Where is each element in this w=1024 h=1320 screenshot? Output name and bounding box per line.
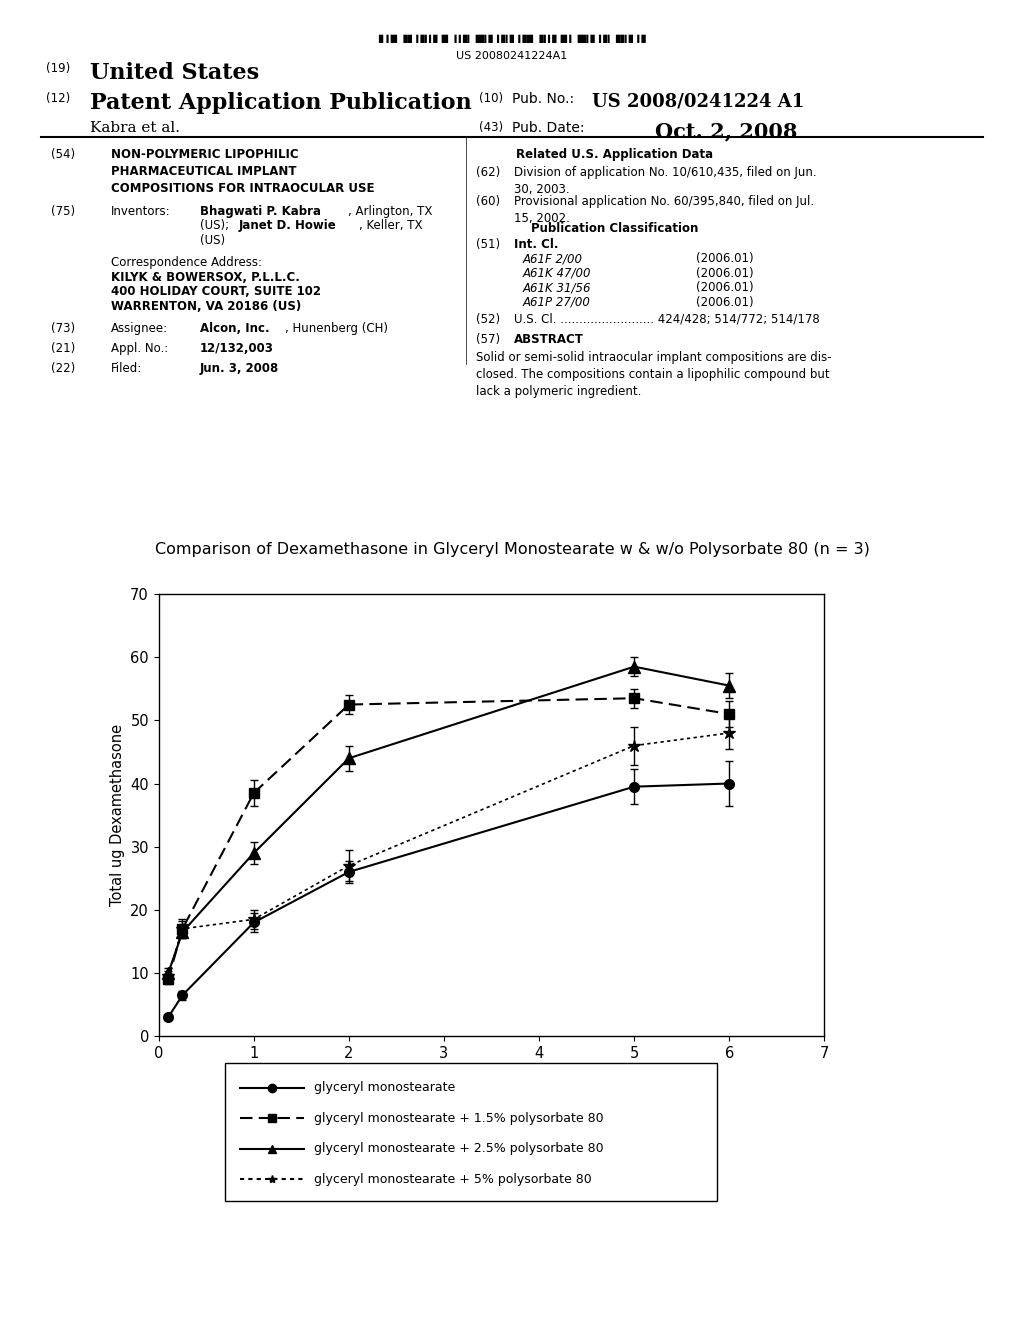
Text: (2006.01): (2006.01) — [696, 281, 754, 294]
Text: Provisional application No. 60/395,840, filed on Jul.
15, 2002.: Provisional application No. 60/395,840, … — [514, 195, 814, 226]
Text: NON-POLYMERIC LIPOPHILIC
PHARMACEUTICAL IMPLANT
COMPOSITIONS FOR INTRAOCULAR USE: NON-POLYMERIC LIPOPHILIC PHARMACEUTICAL … — [111, 148, 374, 195]
Text: Janet D. Howie: Janet D. Howie — [239, 219, 336, 232]
Text: Patent Application Publication: Patent Application Publication — [90, 92, 472, 115]
Text: (57): (57) — [476, 333, 501, 346]
Text: United States: United States — [90, 62, 259, 84]
Text: glyceryl monostearate + 2.5% polysorbate 80: glyceryl monostearate + 2.5% polysorbate… — [313, 1142, 603, 1155]
Text: Correspondence Address:: Correspondence Address: — [111, 256, 261, 269]
Text: Appl. No.:: Appl. No.: — [111, 342, 168, 355]
Text: (10): (10) — [479, 92, 504, 106]
Text: █ ▌█▌ ██ ▌█▌▌█ █▌ ▌▌█▌ ██▌█ ▌█▌█ ▌██▌ █▌▌█ █▌▌ ██▌█ ▌█▌ ██▌█ ▌█: █ ▌█▌ ██ ▌█▌▌█ █▌ ▌▌█▌ ██▌█ ▌█▌█ ▌██▌ █▌… — [378, 34, 646, 42]
Text: Publication Classification: Publication Classification — [530, 222, 698, 235]
Text: Alcon, Inc.: Alcon, Inc. — [200, 322, 269, 335]
Text: glyceryl monostearate: glyceryl monostearate — [313, 1081, 455, 1094]
Y-axis label: Total ug Dexamethasone: Total ug Dexamethasone — [110, 725, 125, 906]
Text: (US);: (US); — [200, 219, 232, 232]
Text: (62): (62) — [476, 166, 501, 180]
Text: A61P 27/00: A61P 27/00 — [522, 296, 590, 309]
Text: 400 HOLIDAY COURT, SUITE 102: 400 HOLIDAY COURT, SUITE 102 — [111, 285, 321, 298]
Text: (52): (52) — [476, 313, 501, 326]
Text: A61K 31/56: A61K 31/56 — [522, 281, 591, 294]
Text: , Arlington, TX: , Arlington, TX — [348, 205, 432, 218]
Text: (60): (60) — [476, 195, 501, 209]
Text: US 20080241224A1: US 20080241224A1 — [457, 51, 567, 62]
Text: , Keller, TX: , Keller, TX — [359, 219, 423, 232]
Text: (22): (22) — [51, 362, 76, 375]
Text: (73): (73) — [51, 322, 76, 335]
Text: (21): (21) — [51, 342, 76, 355]
Text: (43): (43) — [479, 121, 504, 135]
Text: Inventors:: Inventors: — [111, 205, 170, 218]
Text: (75): (75) — [51, 205, 76, 218]
Text: , Hunenberg (CH): , Hunenberg (CH) — [285, 322, 388, 335]
Text: WARRENTON, VA 20186 (US): WARRENTON, VA 20186 (US) — [111, 300, 301, 313]
Text: Oct. 2, 2008: Oct. 2, 2008 — [655, 121, 798, 141]
Text: (51): (51) — [476, 238, 501, 251]
Text: (US): (US) — [200, 234, 225, 247]
Text: (2006.01): (2006.01) — [696, 267, 754, 280]
Text: Kabra et al.: Kabra et al. — [90, 121, 180, 136]
Text: (54): (54) — [51, 148, 76, 161]
Text: Int. Cl.: Int. Cl. — [514, 238, 558, 251]
Text: (2006.01): (2006.01) — [696, 252, 754, 265]
Text: U.S. Cl. ......................... 424/428; 514/772; 514/178: U.S. Cl. ......................... 424/4… — [514, 313, 820, 326]
Text: Division of application No. 10/610,435, filed on Jun.
30, 2003.: Division of application No. 10/610,435, … — [514, 166, 817, 197]
Text: US 2008/0241224 A1: US 2008/0241224 A1 — [592, 92, 804, 111]
X-axis label: Days: Days — [471, 1067, 512, 1085]
Text: (2006.01): (2006.01) — [696, 296, 754, 309]
Text: 12/132,003: 12/132,003 — [200, 342, 273, 355]
Text: Assignee:: Assignee: — [111, 322, 168, 335]
Text: (12): (12) — [46, 92, 71, 106]
Text: Comparison of Dexamethasone in Glyceryl Monostearate w & w/o Polysorbate 80 (n =: Comparison of Dexamethasone in Glyceryl … — [155, 543, 869, 557]
Text: Filed:: Filed: — [111, 362, 142, 375]
Text: (19): (19) — [46, 62, 71, 75]
Text: A61F 2/00: A61F 2/00 — [522, 252, 583, 265]
Text: KILYK & BOWERSOX, P.L.L.C.: KILYK & BOWERSOX, P.L.L.C. — [111, 271, 299, 284]
Text: Bhagwati P. Kabra: Bhagwati P. Kabra — [200, 205, 321, 218]
Text: glyceryl monostearate + 5% polysorbate 80: glyceryl monostearate + 5% polysorbate 8… — [313, 1172, 592, 1185]
Text: Solid or semi-solid intraocular implant compositions are dis-
closed. The compos: Solid or semi-solid intraocular implant … — [476, 351, 831, 399]
Text: glyceryl monostearate + 1.5% polysorbate 80: glyceryl monostearate + 1.5% polysorbate… — [313, 1111, 603, 1125]
Text: Related U.S. Application Data: Related U.S. Application Data — [516, 148, 713, 161]
Text: ABSTRACT: ABSTRACT — [514, 333, 584, 346]
Text: A61K 47/00: A61K 47/00 — [522, 267, 591, 280]
Text: Jun. 3, 2008: Jun. 3, 2008 — [200, 362, 279, 375]
Text: Pub. Date:: Pub. Date: — [512, 121, 585, 136]
Text: Pub. No.:: Pub. No.: — [512, 92, 574, 107]
